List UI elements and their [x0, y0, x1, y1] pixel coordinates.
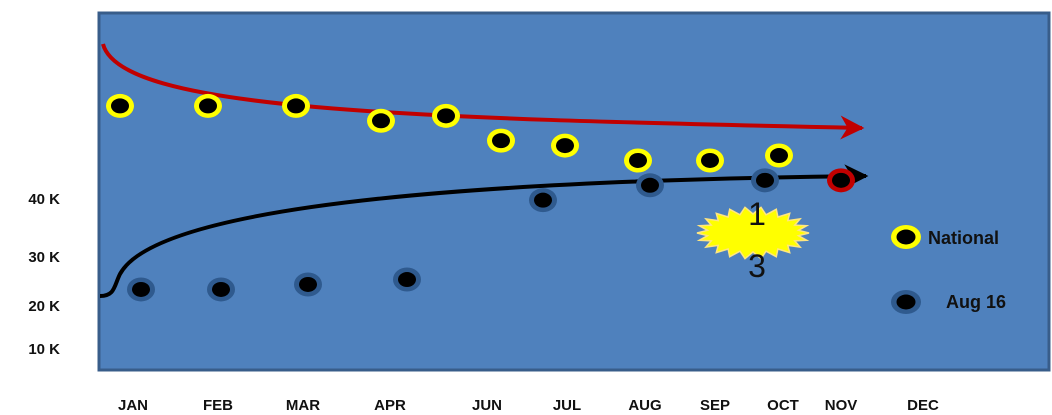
national-point [551, 133, 579, 158]
x-tick-label: NOV [825, 397, 858, 414]
x-tick-label: MAR [286, 397, 320, 414]
x-tick-label: JAN [118, 397, 148, 414]
national-point [367, 108, 395, 133]
starburst-shape [696, 206, 810, 260]
national-point [106, 93, 134, 118]
y-tick-label: 10 K [28, 341, 60, 358]
x-tick-label: APR [374, 397, 406, 414]
plot-area [97, 11, 1051, 372]
national-point [194, 93, 222, 118]
aug16-point [393, 267, 421, 292]
x-tick-label: OCT [767, 397, 799, 414]
x-tick-label: DEC [907, 397, 939, 414]
x-axis-ticks: JAN FEB MAR APR JUN JUL AUG SEP OCT NOV DEC [118, 397, 939, 414]
national-point [624, 148, 652, 173]
legend: National Aug 16 [891, 225, 1006, 314]
aug16-point [127, 277, 155, 302]
legend-item: National [891, 225, 999, 249]
annotation-burst: 13 [696, 196, 810, 284]
aug16-point [294, 272, 322, 297]
aug16-point [529, 188, 557, 213]
aug16-point [207, 277, 235, 302]
x-tick-label: FEB [203, 397, 233, 414]
legend-label: Aug 16 [946, 292, 1006, 312]
legend-label: National [928, 228, 999, 248]
aug16-point [636, 173, 664, 198]
annotation-line-1: 1 [748, 196, 766, 232]
national-point [696, 148, 724, 173]
y-tick-label: 40 K [28, 191, 60, 208]
national-point [765, 143, 793, 168]
national-point [282, 93, 310, 118]
national-point [432, 103, 460, 128]
x-tick-label: JUL [553, 397, 581, 414]
data-markers [106, 93, 855, 302]
national-point [487, 128, 515, 153]
x-tick-label: SEP [700, 397, 730, 414]
y-tick-label: 20 K [28, 298, 60, 315]
aug16-point [827, 168, 855, 193]
y-axis-ticks: 40 K 30 K 20 K 10 K [28, 191, 60, 358]
x-tick-label: JUN [472, 397, 502, 414]
legend-item: Aug 16 [891, 290, 1006, 314]
x-tick-label: AUG [628, 397, 661, 414]
aug16-point [751, 168, 779, 193]
national-trend-line [101, 43, 865, 140]
annotation-line-2: 3 [748, 248, 766, 284]
y-tick-label: 30 K [28, 249, 60, 266]
